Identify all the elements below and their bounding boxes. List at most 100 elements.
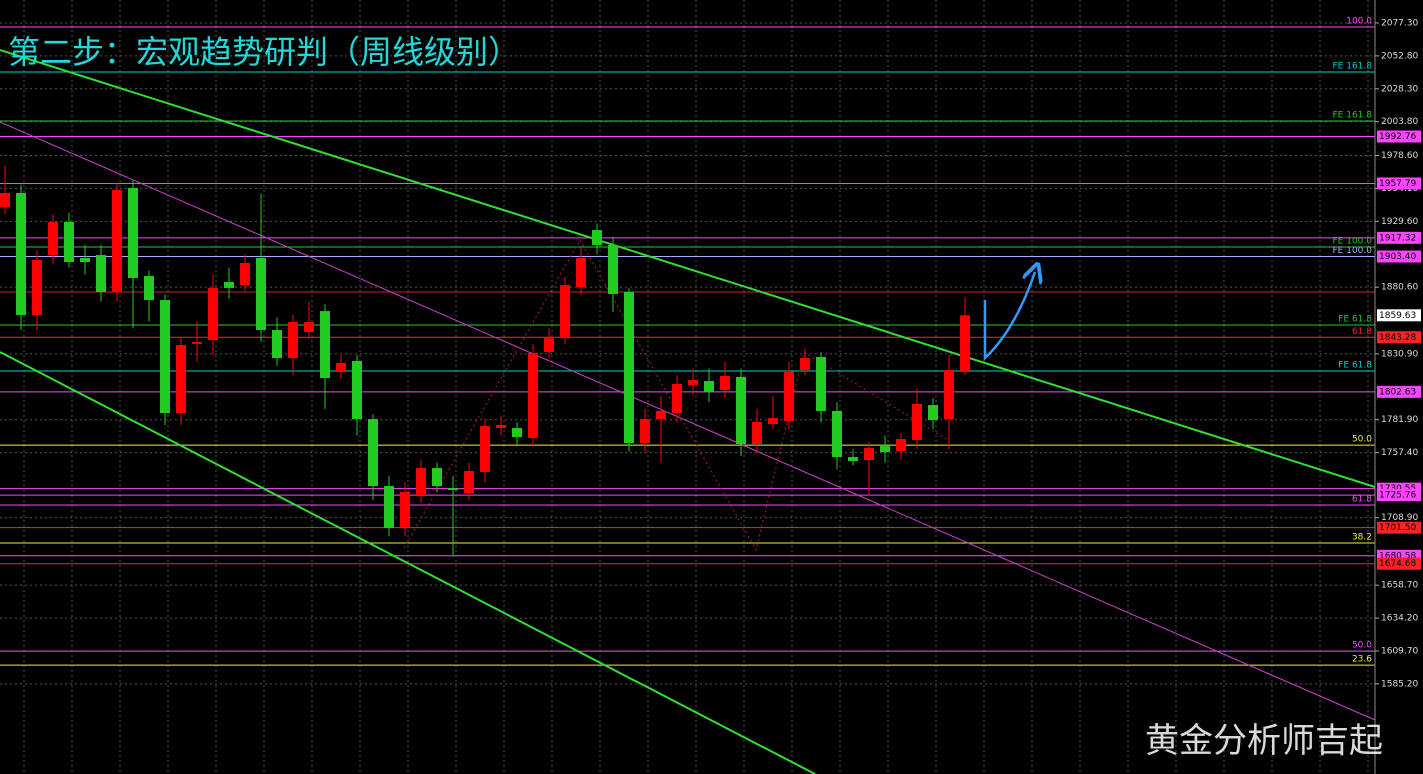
candle-body	[784, 372, 794, 422]
chart-title: 第二步：宏观趋势研判（周线级别）	[8, 33, 520, 71]
candle-body	[80, 258, 90, 263]
candle-body	[592, 230, 602, 245]
level-label: 61.8	[1352, 494, 1372, 504]
candle-body	[96, 255, 106, 292]
candle-body	[736, 376, 746, 445]
y-tick-label: 1978.60	[1381, 151, 1418, 161]
y-tick-label: 1609.70	[1381, 646, 1418, 656]
candle-body	[640, 419, 650, 444]
price-box	[1377, 331, 1421, 344]
candle-body	[256, 258, 266, 330]
trendline	[0, 351, 816, 774]
price-box	[1377, 521, 1421, 534]
candle-body	[480, 426, 490, 473]
candle-body	[464, 471, 474, 494]
candle-body	[496, 424, 506, 429]
price-label: 1674.68	[1379, 559, 1416, 569]
candle-body	[432, 468, 442, 487]
axis-labels: 2077.302052.802028.302003.801978.601954.…	[1375, 18, 1421, 689]
candle-body	[752, 421, 762, 445]
y-tick-label: 1781.90	[1381, 415, 1418, 425]
level-label: FE 61.8	[1338, 315, 1372, 325]
candle-body	[656, 410, 666, 420]
candle-body	[128, 188, 138, 279]
candle-body	[0, 192, 10, 207]
candle-body	[336, 363, 346, 373]
level-label: 50.0	[1352, 435, 1372, 445]
candle-body	[208, 287, 218, 341]
level-label: 61.8	[1352, 327, 1372, 337]
candle-body	[944, 370, 954, 420]
price-box	[1377, 130, 1421, 143]
candle-body	[512, 428, 522, 438]
trendlines	[0, 49, 1376, 774]
candle-body	[160, 300, 170, 413]
candle-body	[912, 403, 922, 440]
price-box	[1377, 385, 1421, 398]
candle-body	[320, 311, 330, 379]
candle-body	[624, 291, 634, 444]
y-tick-label: 1585.20	[1381, 679, 1418, 689]
level-label: FE 100.0	[1333, 236, 1373, 246]
level-label: FE 61.8	[1338, 360, 1372, 370]
candle-body	[544, 338, 554, 353]
candle-body	[928, 405, 938, 420]
candle-body	[672, 383, 682, 413]
vertical-grid	[0, 0, 1375, 774]
y-tick-label: 1830.90	[1381, 349, 1418, 359]
zigzag	[403, 238, 949, 552]
candle-body	[352, 361, 362, 420]
grid	[0, 22, 1375, 685]
price-label: 1701.50	[1379, 523, 1416, 533]
level-label: FE 161.8	[1333, 111, 1373, 121]
y-tick-label: 2077.30	[1381, 18, 1418, 28]
candle-body	[32, 260, 42, 315]
candle-body	[64, 222, 74, 263]
price-label: 1917.32	[1379, 233, 1416, 243]
price-box	[1377, 309, 1421, 322]
candle-body	[704, 381, 714, 393]
candle-body	[576, 258, 586, 288]
price-box	[1377, 231, 1421, 244]
candle-body	[960, 315, 970, 371]
candle-body	[288, 322, 298, 359]
price-box	[1377, 489, 1421, 502]
price-label: 1992.76	[1379, 132, 1416, 142]
level-label: 23.6	[1352, 655, 1372, 665]
candles	[0, 165, 970, 557]
candle-body	[400, 491, 410, 528]
candle-body	[16, 192, 26, 315]
y-tick-label: 1658.70	[1381, 581, 1418, 591]
level-label: FE 161.8	[1333, 61, 1373, 71]
candle-body	[560, 284, 570, 339]
candle-body	[848, 457, 858, 462]
candle-body	[304, 322, 314, 333]
candle-body	[448, 488, 458, 491]
price-label: 1859.63	[1379, 311, 1416, 321]
candle-body	[528, 352, 538, 438]
candle-body	[272, 329, 282, 359]
candle-body	[816, 356, 826, 411]
candle-body	[176, 345, 186, 413]
price-label: 1725.76	[1379, 491, 1416, 501]
candle-body	[880, 446, 890, 453]
candle-body	[224, 282, 234, 288]
y-tick-label: 1634.20	[1381, 614, 1418, 624]
price-label: 1843.28	[1379, 333, 1416, 343]
y-tick-label: 2052.80	[1381, 51, 1418, 61]
candle-body	[192, 342, 202, 344]
candle-body	[240, 262, 250, 285]
level-label: 100.0	[1346, 16, 1372, 26]
candle-body	[144, 275, 154, 301]
candle-body	[112, 190, 122, 292]
candle-body	[608, 244, 618, 294]
candle-body	[896, 439, 906, 451]
price-label: 1802.63	[1379, 387, 1416, 397]
price-label: 1957.79	[1379, 179, 1416, 189]
candle-body	[800, 358, 810, 371]
candle-body	[368, 419, 378, 487]
candle-body	[384, 486, 394, 528]
price-label: 1903.40	[1379, 252, 1416, 262]
watermark: 黄金分析师吉起	[1145, 721, 1383, 761]
